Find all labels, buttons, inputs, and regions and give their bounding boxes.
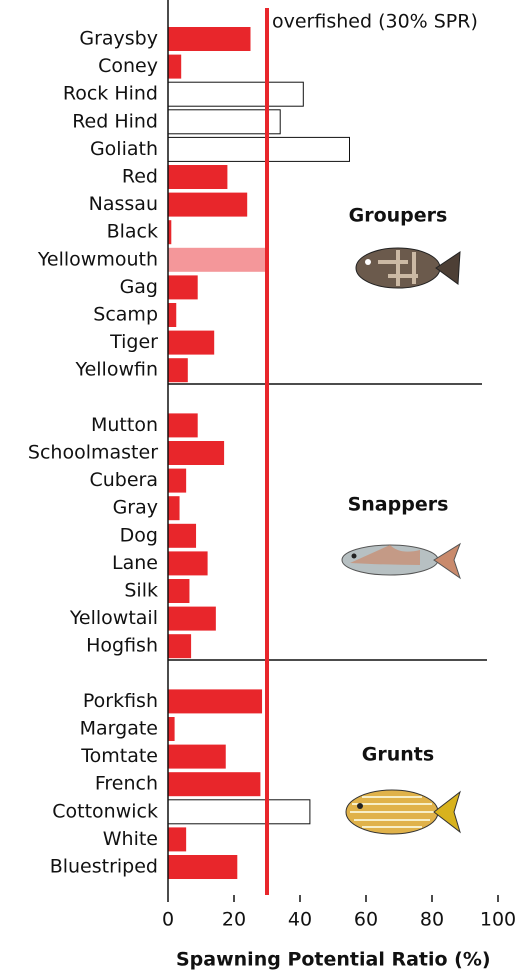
category-label: Yellowtail <box>69 607 158 629</box>
bar <box>168 744 226 769</box>
bar <box>168 634 192 659</box>
bar <box>168 523 197 548</box>
x-tick-label: 100 <box>480 909 516 931</box>
category-label: Schoolmaster <box>28 442 158 464</box>
bar <box>168 606 216 631</box>
category-label: Black <box>107 221 158 243</box>
x-tick-label: 80 <box>420 909 444 931</box>
bar <box>168 220 172 245</box>
bar <box>168 441 225 465</box>
threshold-label: overfished (30% SPR) <box>272 11 478 33</box>
category-label: Margate <box>80 718 158 740</box>
group-label: Grunts <box>362 744 434 766</box>
bar <box>168 330 215 355</box>
bar <box>168 54 182 79</box>
bar <box>168 275 198 300</box>
category-label: Goliath <box>90 138 158 160</box>
bar <box>168 827 187 852</box>
category-label: Yellowfin <box>74 359 158 381</box>
category-label: Scamp <box>93 304 158 326</box>
x-tick-label: 40 <box>288 909 312 931</box>
bar <box>167 81 304 107</box>
category-label: Graysby <box>79 28 158 50</box>
category-label: Porkfish <box>83 690 158 712</box>
bar <box>168 303 177 327</box>
bar <box>168 689 263 714</box>
category-label: French <box>95 773 158 795</box>
bar <box>168 772 261 797</box>
bar <box>167 799 311 825</box>
bar <box>168 165 228 189</box>
category-label: Red Hind <box>72 110 158 132</box>
fish-grunt <box>345 789 461 835</box>
category-label: Bluestriped <box>50 856 158 878</box>
category-label: Gag <box>120 276 158 298</box>
category-label: Cubera <box>89 469 158 491</box>
bar <box>167 136 350 162</box>
bar <box>168 855 238 879</box>
category-label: Tiger <box>109 331 158 353</box>
category-label: White <box>103 828 158 850</box>
category-label: Silk <box>124 580 158 602</box>
bar <box>168 413 198 438</box>
x-tick-label: 60 <box>354 909 378 931</box>
bar <box>168 496 180 521</box>
group-label: Groupers <box>349 205 448 227</box>
group-label: Snappers <box>348 494 449 516</box>
bar <box>168 579 190 603</box>
category-label: Rock Hind <box>63 83 158 105</box>
fish-snapper <box>341 542 461 580</box>
bar <box>168 358 188 383</box>
x-tick-label: 0 <box>162 909 174 931</box>
bar <box>168 551 208 576</box>
category-label: Red <box>122 166 158 188</box>
x-axis-label: Spawning Potential Ratio (%) <box>176 949 491 971</box>
category-label: Mutton <box>91 414 158 436</box>
bar <box>168 468 187 493</box>
bar <box>168 717 175 741</box>
category-label: Dog <box>120 524 158 546</box>
category-label: Lane <box>112 552 158 574</box>
category-label: Hogfish <box>86 635 158 657</box>
x-tick-label: 20 <box>222 909 246 931</box>
bar <box>168 192 248 217</box>
category-label: Nassau <box>89 193 158 215</box>
category-label: Coney <box>98 55 158 77</box>
category-label: Tomtate <box>80 745 158 767</box>
category-label: Cottonwick <box>52 800 158 822</box>
category-label: Yellowmouth <box>37 248 158 270</box>
category-label: Gray <box>113 497 158 519</box>
bar <box>167 109 281 135</box>
bar <box>168 27 251 51</box>
fish-grouper <box>355 247 461 289</box>
bar <box>168 247 267 272</box>
